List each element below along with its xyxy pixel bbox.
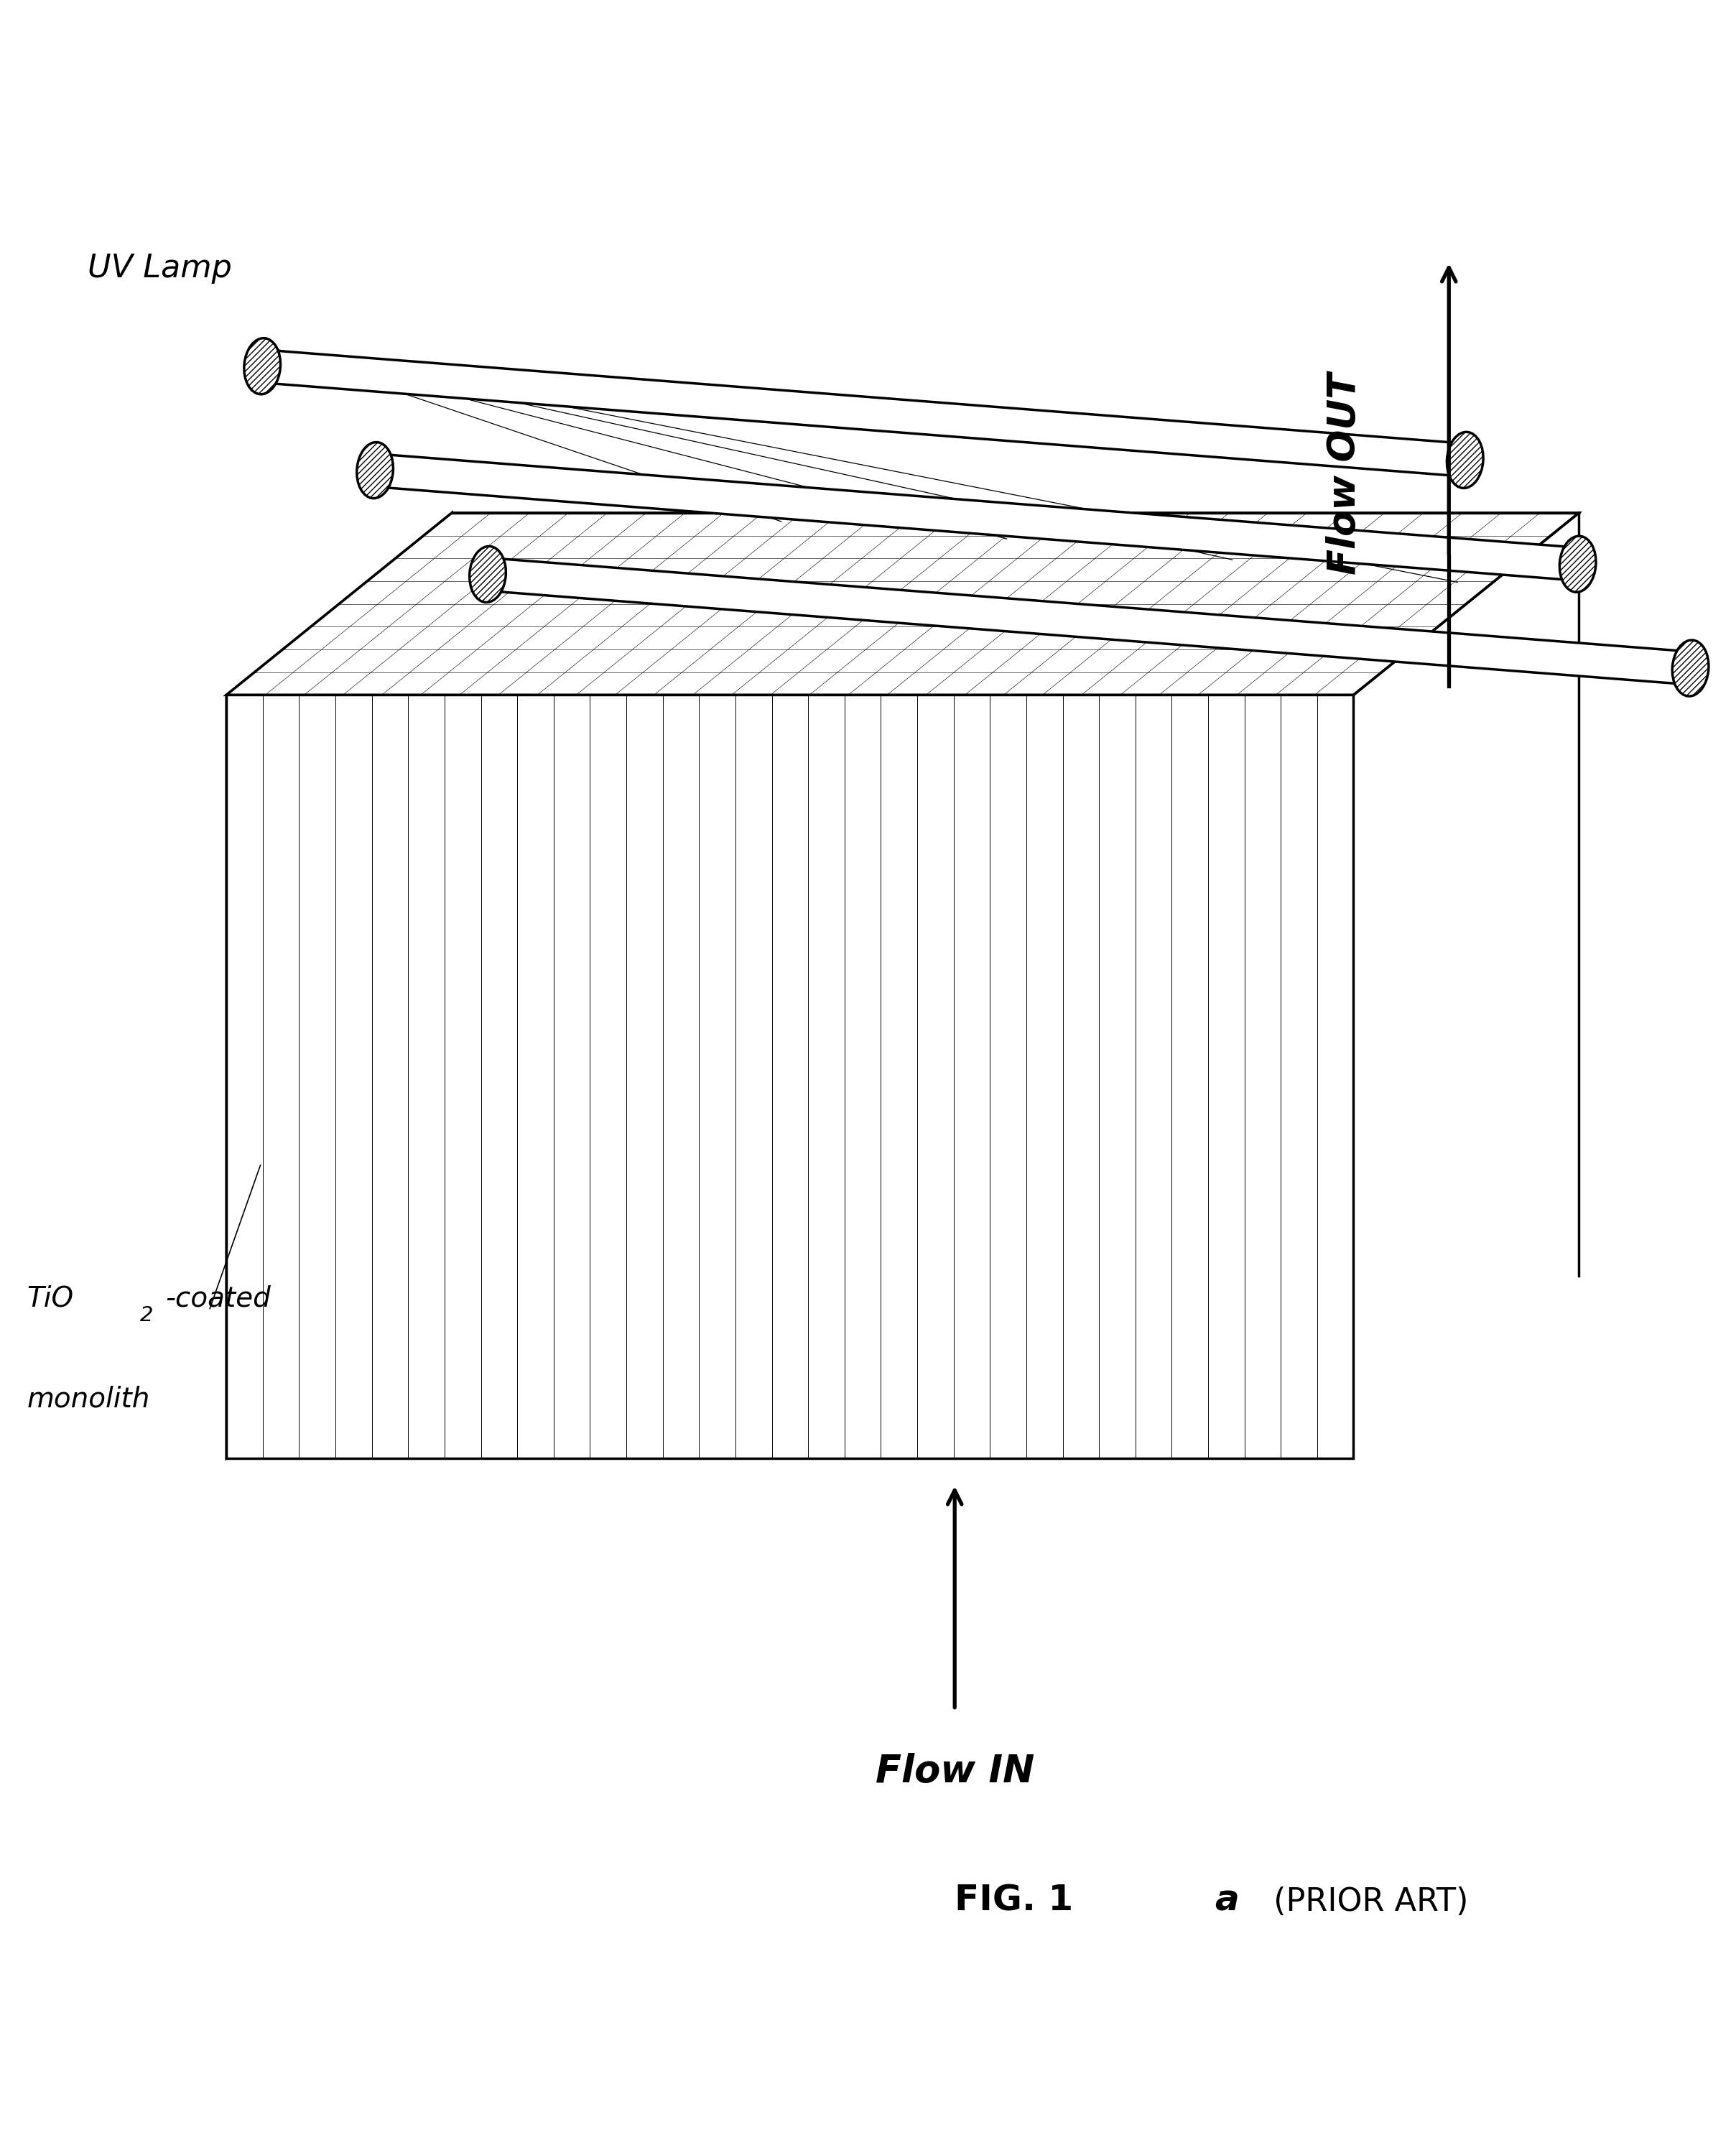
Polygon shape	[271, 351, 1457, 476]
Text: monolith: monolith	[28, 1384, 149, 1412]
Text: -coated: -coated	[165, 1285, 271, 1311]
Polygon shape	[226, 695, 1354, 1458]
Text: Flow IN: Flow IN	[875, 1753, 1035, 1791]
Polygon shape	[384, 454, 1569, 579]
Text: UV Lamp: UV Lamp	[89, 252, 233, 284]
Text: FIG. 1: FIG. 1	[955, 1884, 1073, 1918]
Text: 2: 2	[139, 1305, 153, 1326]
Text: Flow OUT: Flow OUT	[1326, 372, 1363, 575]
Polygon shape	[226, 512, 451, 1458]
Polygon shape	[496, 558, 1682, 685]
Ellipse shape	[1446, 433, 1483, 489]
Text: a: a	[1215, 1884, 1240, 1918]
Text: TiO: TiO	[28, 1285, 75, 1311]
Polygon shape	[226, 512, 1580, 695]
Ellipse shape	[358, 441, 392, 497]
Text: (PRIOR ART): (PRIOR ART)	[1264, 1886, 1469, 1918]
Ellipse shape	[469, 547, 505, 603]
Ellipse shape	[1559, 536, 1595, 592]
Ellipse shape	[245, 338, 281, 394]
Ellipse shape	[1672, 639, 1708, 695]
